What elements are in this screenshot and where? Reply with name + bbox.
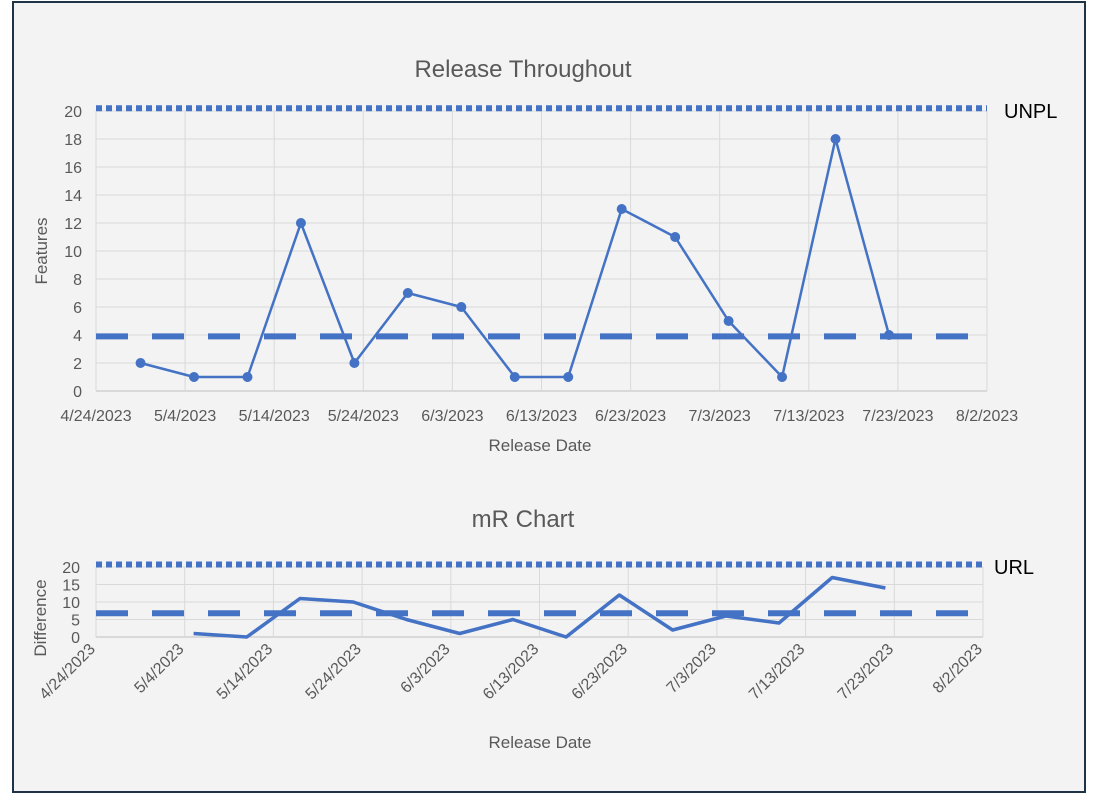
chart1-data-point xyxy=(723,316,734,326)
chart1-x-tick-label: 5/14/2023 xyxy=(239,408,310,425)
chart1-data-point xyxy=(242,372,253,382)
chart1-x-axis-title: Release Date xyxy=(488,436,591,455)
chart1-data-point xyxy=(883,330,894,340)
chart1-y-tick-label: 4 xyxy=(73,328,82,345)
chart1-title: Release Throughout xyxy=(414,56,631,83)
chart2-series-line xyxy=(193,575,886,639)
chart1-y-tick-label: 0 xyxy=(73,384,82,401)
chart1-x-tick-label: 6/13/2023 xyxy=(506,408,577,425)
chart1-data-point xyxy=(456,302,467,312)
chart1-y-axis-title: Features xyxy=(32,217,51,284)
chart1-y-tick-label: 18 xyxy=(64,132,82,149)
chart1-x-tick-label: 6/23/2023 xyxy=(595,408,666,425)
chart1-series-line xyxy=(140,137,891,379)
chart2-x-tick-label: 6/3/2023 xyxy=(398,641,454,697)
chart1-data-point xyxy=(295,218,306,228)
chart2-title: mR Chart xyxy=(472,506,575,533)
chart2-x-tick-label: 6/13/2023 xyxy=(480,641,542,703)
chart2-y-tick-label: 0 xyxy=(71,630,80,647)
chart1-x-tick-label: 7/23/2023 xyxy=(862,408,933,425)
chart2-y-tick-label: 10 xyxy=(62,595,80,612)
chart2-x-tick-label: 6/23/2023 xyxy=(569,641,631,703)
chart1-data-point xyxy=(830,134,841,144)
chart2-y-tick-label: 20 xyxy=(62,560,80,577)
chart1-x-tick-label: 5/4/2023 xyxy=(154,408,216,425)
chart2-x-axis-title: Release Date xyxy=(488,733,591,752)
chart1-data-point xyxy=(777,372,788,382)
chart2-x-tick-label: 5/14/2023 xyxy=(214,641,276,703)
chart1-data-point xyxy=(616,204,627,214)
chart2-x-tick-label: 7/23/2023 xyxy=(835,641,897,703)
chart-frame xyxy=(12,1,1086,793)
chart2-x-tick-label: 7/3/2023 xyxy=(664,641,720,697)
chart1-y-tick-label: 20 xyxy=(64,104,82,121)
chart1-unpl-label: UNPL xyxy=(1004,101,1057,123)
chart2-x-tick-label: 8/2/2023 xyxy=(930,641,986,697)
chart1-y-tick-label: 16 xyxy=(64,160,82,177)
chart2-y-tick-label: 5 xyxy=(71,613,80,630)
chart2-y-axis-title: Difference xyxy=(31,579,50,656)
chart2-x-tick-label: 7/13/2023 xyxy=(746,641,808,703)
chart1-y-tick-label: 6 xyxy=(73,300,82,317)
chart1-data-point xyxy=(189,372,200,382)
chart1-y-tick-label: 2 xyxy=(73,356,82,373)
chart1-x-tick-label: 5/24/2023 xyxy=(328,408,399,425)
chart1-x-tick-label: 8/2/2023 xyxy=(956,408,1018,425)
chart1-data-point xyxy=(563,372,574,382)
chart1-x-tick-label: 7/3/2023 xyxy=(689,408,751,425)
chart2-x-tick-label: 5/24/2023 xyxy=(303,641,365,703)
chart2-x-tick-label: 5/4/2023 xyxy=(131,641,187,697)
chart1-data-point xyxy=(135,358,146,368)
chart1-data-point xyxy=(670,232,681,242)
chart1-x-tick-label: 7/13/2023 xyxy=(773,408,844,425)
chart1-plot-area: 0 2 4 6 8 10 12 14 16 18 20 4/24/2023 5/4/2023 5/14/2… xyxy=(60,104,1018,425)
chart1-y-tick-label: 10 xyxy=(64,244,82,261)
chart1-data-point xyxy=(349,358,360,368)
chart1-x-tick-label: 6/3/2023 xyxy=(421,408,483,425)
chart1-data-point xyxy=(509,372,520,382)
chart1-y-tick-label: 14 xyxy=(64,188,82,205)
chart1-x-tick-label: 4/24/2023 xyxy=(60,408,131,425)
chart1-y-tick-label: 8 xyxy=(73,272,82,289)
chart2-y-tick-label: 15 xyxy=(62,578,80,595)
chart1-data-point xyxy=(402,288,413,298)
chart2-url-label: URL xyxy=(994,557,1034,579)
chart1-y-tick-label: 12 xyxy=(64,216,82,233)
